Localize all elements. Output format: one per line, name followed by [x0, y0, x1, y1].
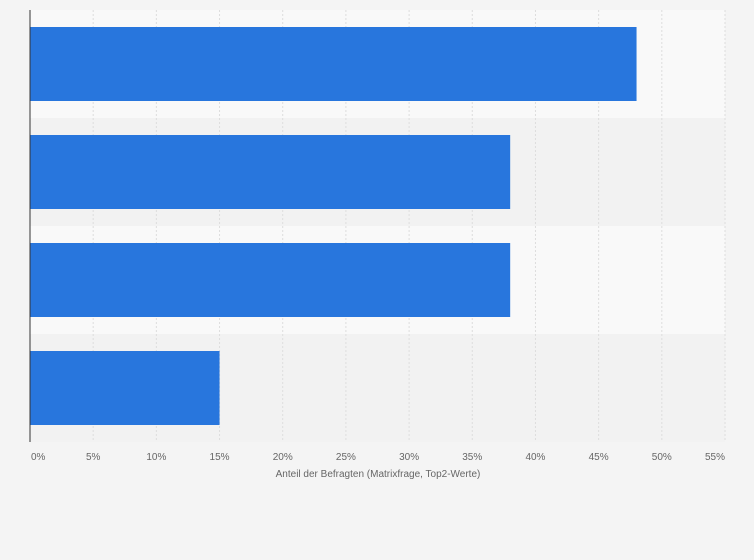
bar — [30, 135, 511, 209]
x-tick-label: 10% — [146, 452, 166, 463]
x-tick-label: 0% — [31, 452, 46, 463]
x-axis-title: Anteil der Befragten (Matrixfrage, Top2-… — [276, 469, 481, 480]
x-tick-labels: 0% 5% 10% 15% 20% 25% 30% 35% 40% 45% 50% 55% — [31, 452, 725, 463]
x-tick-label: 40% — [525, 452, 545, 463]
x-tick-label: 25% — [336, 452, 356, 463]
x-tick-label: 30% — [399, 452, 419, 463]
bar — [30, 351, 220, 425]
bars — [30, 27, 637, 425]
x-tick-label: 35% — [462, 452, 482, 463]
x-tick-label: 55% — [705, 452, 725, 463]
x-tick-label: 5% — [86, 452, 101, 463]
bar — [30, 27, 637, 101]
x-tick-label: 50% — [652, 452, 672, 463]
x-tick-label: 45% — [589, 452, 609, 463]
x-tick-label: 15% — [210, 452, 230, 463]
x-tick-label: 20% — [273, 452, 293, 463]
bar — [30, 243, 511, 317]
